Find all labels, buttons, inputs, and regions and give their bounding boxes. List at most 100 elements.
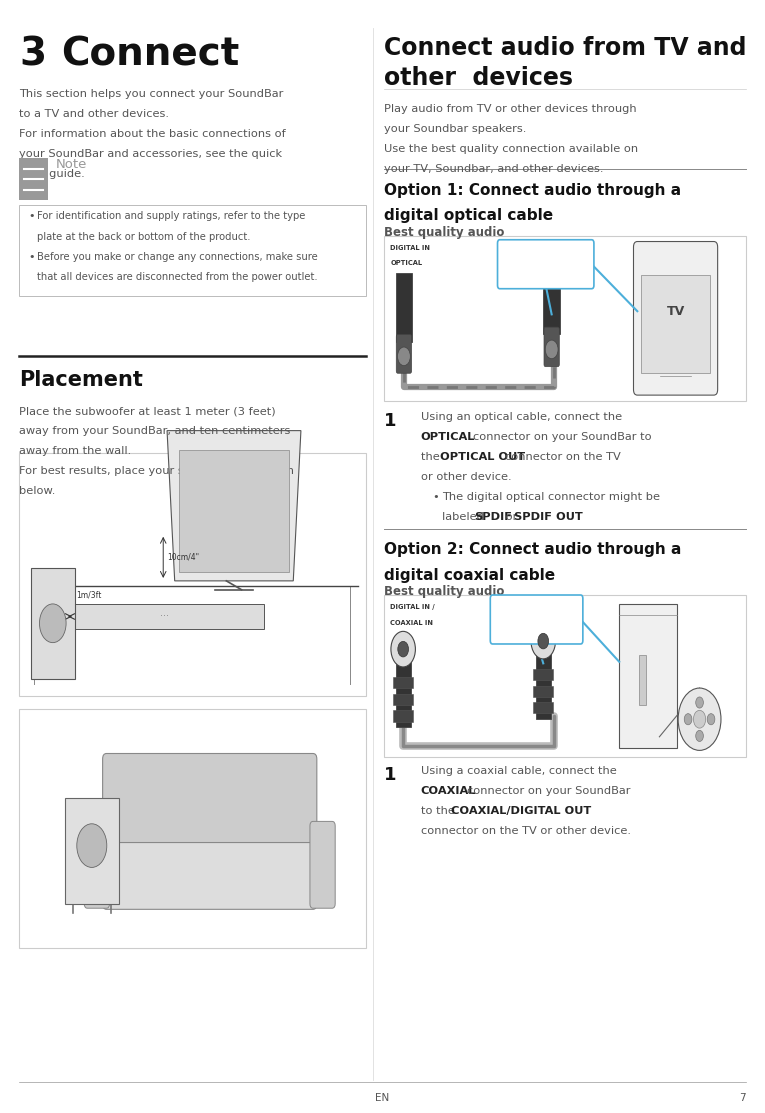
Text: connector on your SoundBar to: connector on your SoundBar to bbox=[473, 432, 651, 442]
FancyBboxPatch shape bbox=[544, 327, 559, 366]
Text: For best results, place your subwoofer as shown: For best results, place your subwoofer a… bbox=[19, 466, 294, 476]
Text: or: or bbox=[502, 512, 521, 522]
FancyBboxPatch shape bbox=[178, 450, 289, 572]
Text: your TV, Soundbar, and other devices.: your TV, Soundbar, and other devices. bbox=[384, 164, 604, 174]
Text: TV: TV bbox=[666, 305, 685, 317]
Text: Placement: Placement bbox=[19, 370, 143, 390]
FancyBboxPatch shape bbox=[19, 453, 366, 696]
Circle shape bbox=[76, 824, 107, 867]
Text: DIGITAL IN: DIGITAL IN bbox=[390, 245, 430, 250]
FancyBboxPatch shape bbox=[103, 754, 317, 843]
Text: For identification and supply ratings, refer to the type: For identification and supply ratings, r… bbox=[37, 211, 306, 221]
FancyBboxPatch shape bbox=[533, 669, 553, 680]
Text: your Soundbar speakers.: your Soundbar speakers. bbox=[384, 124, 526, 134]
Text: connector on the TV or other device.: connector on the TV or other device. bbox=[421, 826, 631, 836]
Text: the: the bbox=[421, 452, 443, 462]
Circle shape bbox=[684, 713, 692, 725]
FancyBboxPatch shape bbox=[19, 158, 48, 200]
Text: other  devices: other devices bbox=[384, 66, 573, 90]
Text: digital coaxial cable: digital coaxial cable bbox=[384, 568, 555, 582]
Text: that all devices are disconnected from the power outlet.: that all devices are disconnected from t… bbox=[37, 272, 318, 282]
Text: COAXIAL: COAXIAL bbox=[421, 786, 476, 796]
FancyBboxPatch shape bbox=[19, 709, 366, 948]
FancyBboxPatch shape bbox=[497, 239, 594, 288]
Text: For information about the basic connections of: For information about the basic connecti… bbox=[19, 129, 286, 139]
Text: below.: below. bbox=[19, 486, 56, 496]
Text: to a TV and other devices.: to a TV and other devices. bbox=[19, 109, 169, 119]
Circle shape bbox=[695, 697, 703, 708]
Text: 10cm/4": 10cm/4" bbox=[167, 553, 199, 562]
FancyBboxPatch shape bbox=[384, 236, 746, 401]
FancyBboxPatch shape bbox=[65, 604, 264, 629]
Circle shape bbox=[398, 347, 410, 366]
Text: •: • bbox=[432, 492, 439, 502]
Text: Connect audio from TV and: Connect audio from TV and bbox=[384, 36, 747, 60]
Text: OPTICAL: OPTICAL bbox=[390, 260, 422, 266]
FancyBboxPatch shape bbox=[640, 654, 646, 705]
Text: connector on the TV: connector on the TV bbox=[505, 452, 620, 462]
Circle shape bbox=[695, 730, 703, 741]
Text: to the: to the bbox=[421, 806, 458, 816]
Circle shape bbox=[531, 623, 555, 659]
FancyBboxPatch shape bbox=[396, 273, 412, 342]
Text: EN: EN bbox=[376, 1093, 389, 1103]
Text: The digital optical connector might be: The digital optical connector might be bbox=[442, 492, 660, 502]
Text: 1m/3ft: 1m/3ft bbox=[76, 591, 102, 600]
Circle shape bbox=[398, 641, 409, 657]
Text: SPDIF: SPDIF bbox=[474, 512, 513, 522]
Text: COAXIAL IN: COAXIAL IN bbox=[390, 620, 433, 626]
FancyBboxPatch shape bbox=[396, 335, 412, 373]
FancyBboxPatch shape bbox=[490, 595, 583, 644]
FancyBboxPatch shape bbox=[533, 686, 553, 697]
Text: DIGITAL OUT: DIGITAL OUT bbox=[512, 613, 562, 619]
FancyBboxPatch shape bbox=[641, 275, 710, 373]
FancyBboxPatch shape bbox=[65, 798, 119, 904]
Text: OPTICAL: OPTICAL bbox=[421, 432, 475, 442]
Text: Using a coaxial cable, connect the: Using a coaxial cable, connect the bbox=[421, 766, 617, 776]
FancyBboxPatch shape bbox=[396, 649, 411, 727]
Text: labeled: labeled bbox=[442, 512, 487, 522]
Text: COAXIAL/DIGITAL OUT: COAXIAL/DIGITAL OUT bbox=[451, 806, 591, 816]
Text: 1: 1 bbox=[384, 412, 396, 430]
Text: .: . bbox=[568, 512, 571, 522]
Text: Best quality audio: Best quality audio bbox=[384, 585, 504, 599]
FancyBboxPatch shape bbox=[384, 595, 746, 757]
FancyBboxPatch shape bbox=[393, 693, 413, 705]
Text: away from your SoundBar, and ten centimeters: away from your SoundBar, and ten centime… bbox=[19, 426, 291, 436]
Text: your SoundBar and accessories, see the quick: your SoundBar and accessories, see the q… bbox=[19, 149, 282, 159]
Text: This section helps you connect your SoundBar: This section helps you connect your Soun… bbox=[19, 89, 284, 99]
Circle shape bbox=[545, 341, 558, 358]
Text: Place the subwoofer at least 1 meter (3 feet): Place the subwoofer at least 1 meter (3 … bbox=[19, 406, 275, 416]
Text: •: • bbox=[28, 211, 34, 221]
Text: Note: Note bbox=[56, 158, 87, 171]
Text: DIGITAL IN /: DIGITAL IN / bbox=[390, 604, 435, 610]
Circle shape bbox=[707, 713, 715, 725]
Text: connector on your SoundBar: connector on your SoundBar bbox=[467, 786, 630, 796]
Circle shape bbox=[693, 710, 705, 728]
Text: 1: 1 bbox=[384, 766, 396, 784]
Text: Before you make or change any connections, make sure: Before you make or change any connection… bbox=[37, 252, 318, 262]
Text: Option 1: Connect audio through a: Option 1: Connect audio through a bbox=[384, 183, 681, 197]
FancyBboxPatch shape bbox=[619, 604, 676, 748]
FancyBboxPatch shape bbox=[533, 702, 553, 713]
Circle shape bbox=[40, 604, 66, 642]
Polygon shape bbox=[167, 431, 301, 581]
Text: Connect: Connect bbox=[61, 36, 239, 73]
Text: Option 2: Connect audio through a: Option 2: Connect audio through a bbox=[384, 542, 682, 556]
Text: OPTICAL OUT: OPTICAL OUT bbox=[519, 258, 572, 264]
Text: digital optical cable: digital optical cable bbox=[384, 208, 553, 223]
Circle shape bbox=[538, 633, 549, 649]
Text: •: • bbox=[28, 252, 34, 262]
Text: Use the best quality connection available on: Use the best quality connection availabl… bbox=[384, 144, 638, 154]
FancyBboxPatch shape bbox=[393, 677, 413, 688]
Text: 3: 3 bbox=[19, 36, 46, 73]
Circle shape bbox=[678, 688, 721, 750]
Text: away from the wall.: away from the wall. bbox=[19, 446, 132, 456]
FancyBboxPatch shape bbox=[31, 568, 75, 679]
Text: start guide.: start guide. bbox=[19, 169, 85, 179]
Text: plate at the back or bottom of the product.: plate at the back or bottom of the produ… bbox=[37, 232, 251, 242]
Text: Best quality audio: Best quality audio bbox=[384, 226, 504, 239]
Text: 7: 7 bbox=[739, 1093, 746, 1103]
Circle shape bbox=[391, 631, 415, 667]
FancyBboxPatch shape bbox=[84, 821, 109, 908]
